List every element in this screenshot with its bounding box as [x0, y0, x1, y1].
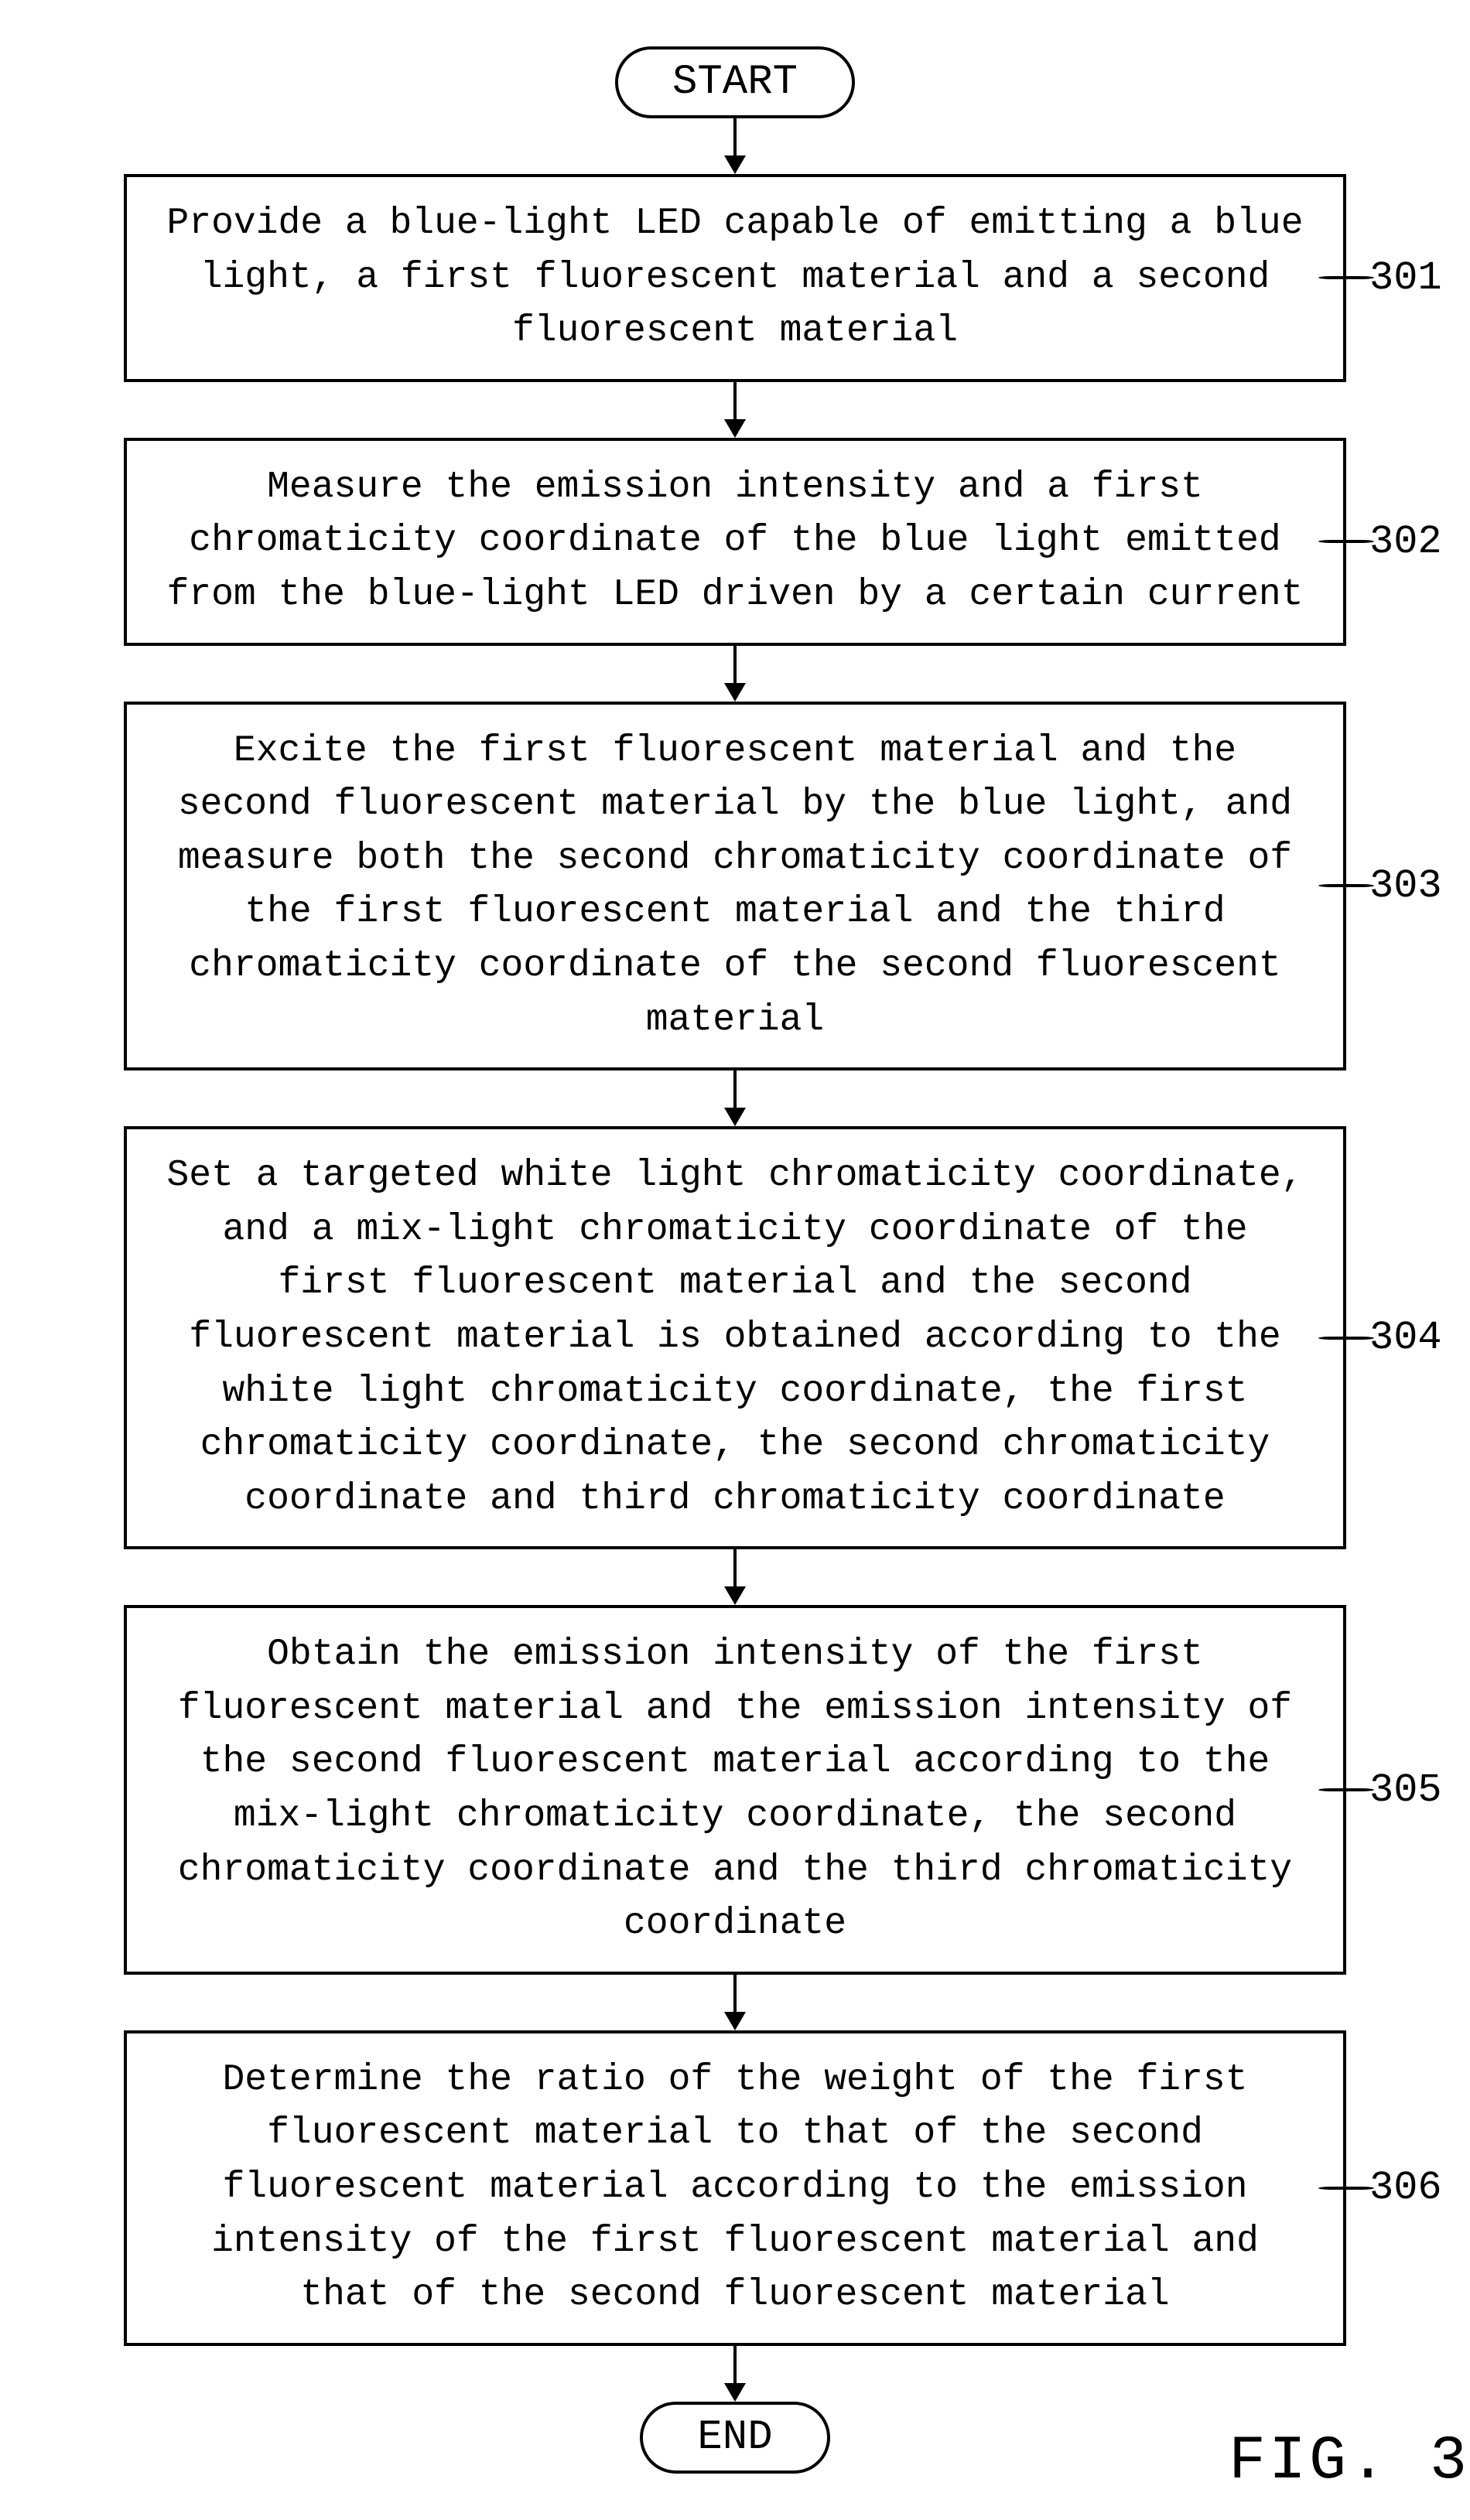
connector-curve [1318, 276, 1374, 279]
arrow [724, 382, 746, 438]
connector-curve [1318, 884, 1374, 887]
step-row: Set a targeted white light chromaticity … [31, 1126, 1439, 1549]
connector-curve [1318, 2187, 1374, 2190]
step-row: Obtain the emission intensity of the fir… [31, 1605, 1439, 1975]
step-row: Provide a blue-light LED capable of emit… [31, 174, 1439, 382]
flowchart-container: START Provide a blue-light LED capable o… [31, 46, 1439, 2474]
arrow [724, 2346, 746, 2402]
process-box: Determine the ratio of the weight of the… [124, 2030, 1346, 2346]
step-label: 304 [1369, 1315, 1442, 1361]
arrow [724, 1975, 746, 2030]
step-label: 305 [1369, 1767, 1442, 1813]
step-label: 301 [1369, 255, 1442, 301]
arrow [724, 118, 746, 174]
arrow [724, 1549, 746, 1605]
flowchart: START Provide a blue-light LED capable o… [31, 46, 1439, 2474]
step-row: Determine the ratio of the weight of the… [31, 2030, 1439, 2346]
figure-label: FIG. 3 [1229, 2426, 1470, 2497]
step-row: Excite the first fluorescent material an… [31, 702, 1439, 1071]
end-terminal: END [640, 2402, 829, 2474]
connector-curve [1318, 540, 1374, 543]
process-box: Measure the emission intensity and a fir… [124, 438, 1346, 646]
step-row: Measure the emission intensity and a fir… [31, 438, 1439, 646]
step-label: 303 [1369, 863, 1442, 909]
process-box: Obtain the emission intensity of the fir… [124, 1605, 1346, 1975]
connector-curve [1318, 1337, 1374, 1340]
process-box: Excite the first fluorescent material an… [124, 702, 1346, 1071]
arrow [724, 1070, 746, 1126]
step-label: 306 [1369, 2165, 1442, 2211]
connector-curve [1318, 1788, 1374, 1791]
arrow [724, 646, 746, 702]
process-box: Set a targeted white light chromaticity … [124, 1126, 1346, 1549]
start-terminal: START [615, 46, 855, 118]
process-box: Provide a blue-light LED capable of emit… [124, 174, 1346, 382]
step-label: 302 [1369, 519, 1442, 565]
